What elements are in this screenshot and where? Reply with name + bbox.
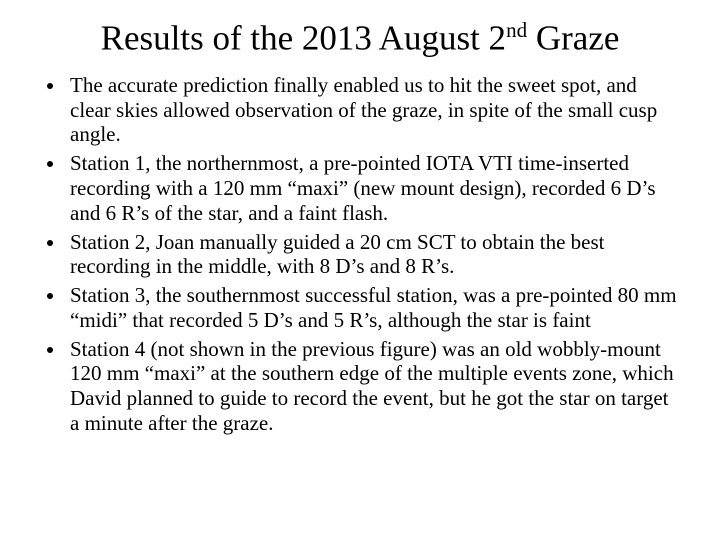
bullet-item: Station 3, the southernmost successful s… (66, 283, 680, 333)
bullet-item: Station 1, the northernmost, a pre-point… (66, 151, 680, 225)
bullet-item: Station 2, Joan manually guided a 20 cm … (66, 230, 680, 280)
slide: Results of the 2013 August 2nd Graze The… (0, 0, 720, 540)
slide-title: Results of the 2013 August 2nd Graze (40, 18, 680, 59)
bullet-item: The accurate prediction finally enabled … (66, 73, 680, 147)
bullet-list: The accurate prediction finally enabled … (40, 73, 680, 436)
bullet-item: Station 4 (not shown in the previous fig… (66, 337, 680, 436)
